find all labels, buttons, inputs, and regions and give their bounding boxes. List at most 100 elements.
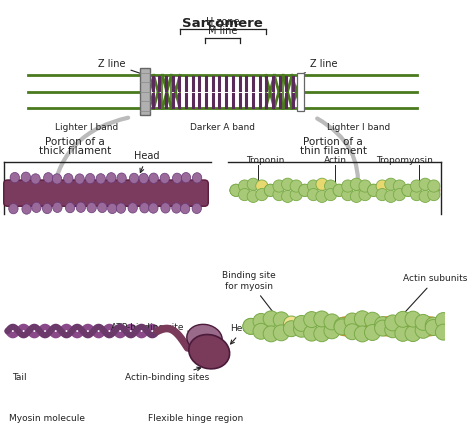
- Text: Tropomyosin: Tropomyosin: [376, 156, 433, 165]
- Ellipse shape: [263, 326, 279, 342]
- Text: Actin subunits: Actin subunits: [386, 274, 468, 332]
- Ellipse shape: [395, 311, 411, 327]
- Text: Darker A band: Darker A band: [191, 123, 255, 132]
- Ellipse shape: [243, 318, 259, 334]
- Ellipse shape: [324, 323, 340, 339]
- Ellipse shape: [189, 334, 229, 369]
- Ellipse shape: [415, 322, 431, 338]
- Ellipse shape: [32, 202, 41, 212]
- Ellipse shape: [350, 178, 363, 191]
- Ellipse shape: [192, 173, 202, 183]
- Ellipse shape: [314, 311, 330, 327]
- Ellipse shape: [402, 184, 414, 196]
- Ellipse shape: [299, 184, 311, 196]
- Ellipse shape: [282, 190, 294, 202]
- Ellipse shape: [316, 190, 328, 202]
- Ellipse shape: [385, 178, 397, 191]
- Ellipse shape: [253, 324, 269, 339]
- Ellipse shape: [263, 311, 279, 327]
- Ellipse shape: [53, 202, 62, 212]
- Ellipse shape: [87, 202, 96, 213]
- Text: Portion of a: Portion of a: [303, 137, 363, 147]
- FancyArrowPatch shape: [50, 118, 128, 192]
- Ellipse shape: [96, 174, 105, 184]
- Ellipse shape: [64, 174, 73, 184]
- Text: Z line: Z line: [303, 59, 337, 74]
- Ellipse shape: [436, 324, 451, 340]
- Ellipse shape: [76, 202, 85, 212]
- Ellipse shape: [299, 184, 311, 196]
- Ellipse shape: [140, 203, 149, 213]
- Text: Flexible hinge region: Flexible hinge region: [148, 414, 244, 422]
- Ellipse shape: [230, 184, 242, 196]
- Ellipse shape: [282, 178, 294, 191]
- Ellipse shape: [385, 190, 397, 202]
- Ellipse shape: [247, 190, 259, 202]
- Ellipse shape: [256, 180, 268, 192]
- Text: M line: M line: [208, 27, 237, 37]
- Ellipse shape: [52, 174, 62, 184]
- Ellipse shape: [342, 180, 354, 192]
- Ellipse shape: [273, 312, 289, 328]
- Ellipse shape: [342, 188, 354, 201]
- Ellipse shape: [139, 173, 148, 184]
- Ellipse shape: [307, 180, 319, 192]
- Text: Portion of a: Portion of a: [45, 137, 105, 147]
- Ellipse shape: [173, 173, 182, 184]
- Ellipse shape: [316, 178, 328, 191]
- Ellipse shape: [10, 172, 19, 183]
- Ellipse shape: [283, 316, 300, 332]
- Ellipse shape: [273, 180, 285, 192]
- Ellipse shape: [405, 311, 421, 327]
- Ellipse shape: [365, 324, 381, 341]
- Ellipse shape: [9, 204, 18, 214]
- Ellipse shape: [333, 184, 346, 196]
- Ellipse shape: [374, 317, 391, 333]
- Ellipse shape: [350, 190, 363, 202]
- Text: Tail: Tail: [12, 373, 27, 382]
- Text: thick filament: thick filament: [39, 146, 111, 156]
- Ellipse shape: [304, 312, 319, 327]
- Ellipse shape: [365, 312, 381, 328]
- Ellipse shape: [160, 173, 169, 184]
- Ellipse shape: [376, 180, 388, 192]
- Ellipse shape: [21, 172, 30, 182]
- Ellipse shape: [290, 188, 302, 201]
- Ellipse shape: [395, 325, 411, 341]
- Ellipse shape: [117, 173, 126, 183]
- Ellipse shape: [273, 325, 289, 341]
- Ellipse shape: [376, 188, 388, 201]
- Text: H zone: H zone: [206, 17, 240, 27]
- Ellipse shape: [428, 188, 440, 201]
- Ellipse shape: [402, 184, 414, 196]
- Text: Sarcomere: Sarcomere: [182, 17, 263, 30]
- Ellipse shape: [428, 180, 440, 192]
- Ellipse shape: [238, 188, 251, 201]
- Ellipse shape: [307, 188, 319, 201]
- Ellipse shape: [385, 315, 401, 331]
- Ellipse shape: [359, 188, 371, 201]
- Ellipse shape: [283, 321, 300, 337]
- Ellipse shape: [256, 188, 268, 201]
- Ellipse shape: [359, 180, 371, 192]
- Ellipse shape: [149, 203, 158, 213]
- Ellipse shape: [393, 180, 406, 192]
- Text: Lighter I band: Lighter I band: [328, 123, 391, 132]
- Ellipse shape: [419, 178, 431, 191]
- Text: Actin-binding sites: Actin-binding sites: [125, 367, 209, 382]
- Ellipse shape: [192, 203, 201, 214]
- Ellipse shape: [355, 326, 370, 342]
- Text: Actin: Actin: [323, 156, 346, 165]
- Ellipse shape: [108, 203, 117, 214]
- Ellipse shape: [334, 318, 350, 334]
- Text: Head: Head: [134, 151, 160, 173]
- Ellipse shape: [290, 180, 302, 192]
- Ellipse shape: [293, 321, 310, 337]
- Text: Myosin molecule: Myosin molecule: [9, 414, 85, 422]
- Ellipse shape: [107, 173, 116, 183]
- Ellipse shape: [128, 203, 137, 213]
- Ellipse shape: [31, 174, 40, 184]
- Ellipse shape: [374, 320, 391, 336]
- Ellipse shape: [22, 204, 31, 214]
- Ellipse shape: [98, 202, 107, 213]
